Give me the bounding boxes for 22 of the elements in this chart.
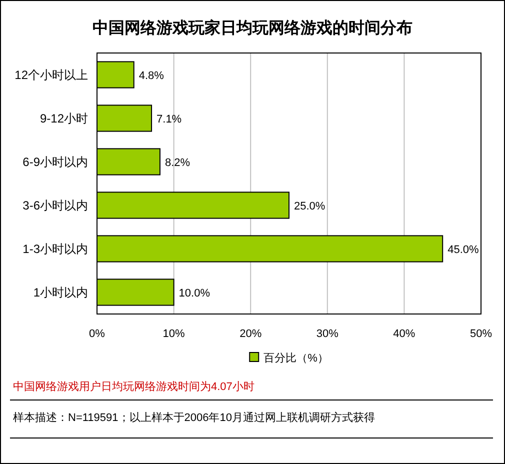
data-label: 4.8% — [138, 70, 164, 82]
legend-label: 百分比（%） — [264, 352, 328, 364]
x-tick-label: 10% — [162, 328, 186, 340]
data-label: 10.0% — [178, 287, 210, 300]
data-label: 7.1% — [156, 113, 182, 126]
x-tick-label: 0% — [89, 328, 106, 340]
data-label: 45.0% — [448, 244, 480, 256]
x-tick-label: 50% — [470, 328, 492, 340]
y-tick-label: 3-6小时以内 — [22, 198, 88, 212]
data-label: 8.2% — [164, 156, 190, 169]
x-tick-label: 20% — [240, 328, 262, 340]
y-tick-label: 9-12小时 — [40, 111, 88, 126]
y-tick-label: 1小时以内 — [33, 285, 88, 300]
text: 样本描述：N=119591；以上样本于2006年10月通过网上联机调研方式获得 — [13, 411, 375, 424]
y-tick-label: 6-9小时以内 — [22, 154, 88, 169]
text: 中国网络游戏用户日均玩网络游戏时间为4.07小时 — [13, 380, 254, 393]
data-label: 25.0% — [294, 200, 326, 212]
chart-title: 中国网络游戏玩家日均玩网络游戏的时间分布 — [92, 18, 412, 37]
y-tick-label: 12个小时以上 — [14, 68, 88, 82]
x-tick-label: 30% — [316, 328, 339, 340]
x-tick-label: 40% — [393, 328, 416, 340]
y-tick-label: 1-3小时以内 — [22, 242, 88, 256]
